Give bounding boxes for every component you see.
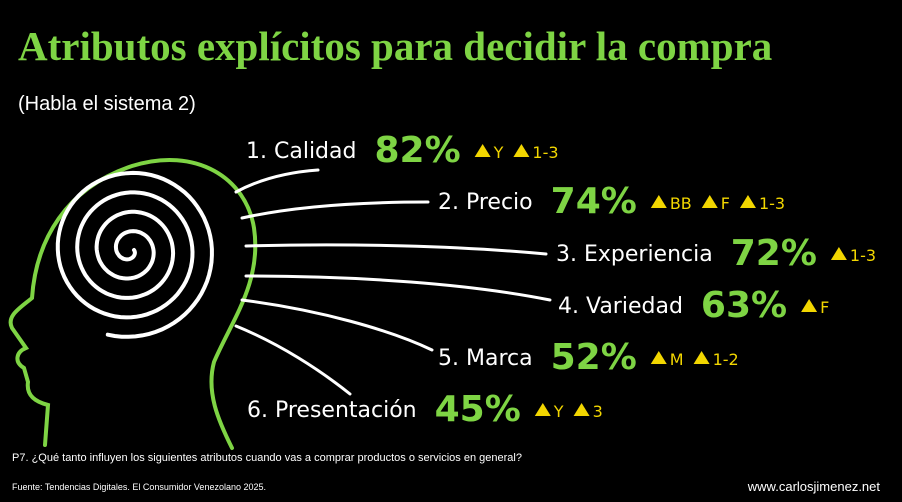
- up-triangle: [693, 351, 710, 364]
- connector: [244, 274, 552, 302]
- connector-lines: [234, 168, 552, 396]
- connector: [234, 324, 352, 396]
- up-triangle: [830, 247, 847, 260]
- attribute-label: 5. Marca: [438, 346, 533, 371]
- badge: M: [670, 350, 684, 369]
- badge: BB: [670, 194, 692, 213]
- attribute-value: 72%: [731, 233, 817, 274]
- up-triangle: [513, 144, 530, 157]
- source: Fuente: Tendencias Digitales. El Consumi…: [12, 482, 266, 492]
- up-triangle: [701, 195, 718, 208]
- connector: [244, 243, 548, 256]
- connector: [234, 168, 320, 194]
- up-triangle: [474, 144, 491, 157]
- title: Atributos explícitos para decidir la com…: [18, 23, 772, 69]
- up-triangle: [801, 299, 818, 312]
- badge: F: [721, 194, 730, 213]
- badge: 1-3: [759, 194, 785, 213]
- attribute-label: 6. Presentación: [247, 398, 417, 423]
- attribute-value: 63%: [701, 285, 787, 326]
- connector: [240, 200, 430, 220]
- connector: [240, 298, 434, 352]
- badge: 1-3: [532, 143, 558, 162]
- question: P7. ¿Qué tanto influyen los siguientes a…: [12, 452, 522, 464]
- subtitle: (Habla el sistema 2): [18, 93, 196, 115]
- badge: 3: [593, 402, 603, 421]
- badge: F: [820, 298, 829, 317]
- attribute-value: 74%: [551, 181, 637, 222]
- attribute-label: 4. Variedad: [558, 294, 683, 319]
- attribute-label: 1. Calidad: [246, 139, 356, 164]
- up-triangle: [650, 195, 667, 208]
- up-triangle: [573, 403, 590, 416]
- attribute-value: 82%: [374, 130, 460, 171]
- badge: Y: [493, 143, 504, 162]
- website: www.carlosjimenez.net: [747, 479, 881, 494]
- attribute-value: 45%: [435, 389, 521, 430]
- attribute-label: 3. Experiencia: [556, 242, 713, 267]
- badge: 1-3: [850, 246, 876, 265]
- attribute-value: 52%: [551, 337, 637, 378]
- up-triangle: [534, 403, 551, 416]
- attribute-label: 2. Precio: [438, 190, 533, 215]
- attribute-list: 1. Calidad 82% Y 1-3 2. Precio 74% BB F 1-3 3. Ex…: [246, 130, 876, 430]
- badge: 1-2: [713, 350, 739, 369]
- up-triangle: [739, 195, 756, 208]
- badge: Y: [553, 402, 564, 421]
- up-triangle: [650, 351, 667, 364]
- spiral: [55, 170, 214, 339]
